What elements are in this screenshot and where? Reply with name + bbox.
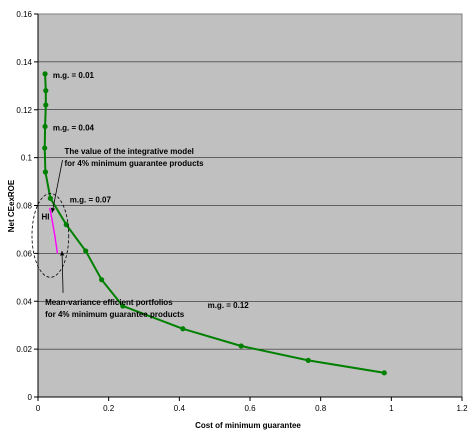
callout-1-line-1: for 4% minimum guarantee products xyxy=(45,310,185,319)
series-0-point-10 xyxy=(120,303,126,309)
y-tick-label-5: 0.1 xyxy=(21,154,33,163)
gridlines xyxy=(38,61,462,350)
axes xyxy=(34,13,463,401)
series xyxy=(42,71,387,376)
series-0-point-13 xyxy=(305,357,311,363)
y-tick-label-4: 0.08 xyxy=(16,202,32,211)
tick-labels: 0 0.02 0.04 0.06 0.08 0.1 0.12 0.14 0.16 0 0.2 0.4 0… xyxy=(16,10,468,413)
annotation-0: m.g. = 0.01 xyxy=(53,71,95,80)
x-tick-label-6: 1.2 xyxy=(456,404,468,413)
series-1-line xyxy=(49,207,59,254)
x-tick-label-3: 0.6 xyxy=(244,404,256,413)
series-0-point-0 xyxy=(42,71,48,77)
annotation-2: m.g. = 0.07 xyxy=(70,196,112,205)
x-axis-title: Cost of minimum guarantee xyxy=(195,421,301,430)
y-axis-title: Net CEexROE xyxy=(7,179,16,232)
series-0-point-7 xyxy=(63,222,69,228)
series-0-point-12 xyxy=(238,343,244,349)
callout-0-line-1: for 4% minimum guarantee products xyxy=(65,159,205,168)
callout-1-line-0: Mean-variance efficient portfolios xyxy=(45,298,173,307)
annotation-4: HI xyxy=(42,212,50,221)
series-0-point-8 xyxy=(83,248,89,254)
series-0-point-14 xyxy=(381,370,387,376)
x-tick-label-1: 0.2 xyxy=(103,404,115,413)
series-0-point-3 xyxy=(42,123,48,130)
x-tick-label-2: 0.4 xyxy=(174,404,186,413)
x-tick-label-4: 0.8 xyxy=(315,404,327,413)
annotation-3: m.g. = 0.12 xyxy=(208,301,250,310)
y-tick-label-6: 0.12 xyxy=(16,106,32,115)
callout-0-arrow xyxy=(51,159,63,213)
callout-0-arrowhead xyxy=(50,207,56,213)
callout-0-line-0: The value of the integrative model xyxy=(65,147,194,156)
x-tick-label-5: 1 xyxy=(389,404,394,413)
y-tick-label-1: 0.02 xyxy=(16,345,32,354)
series-0-point-9 xyxy=(99,277,105,283)
y-tick-label-0: 0 xyxy=(28,393,33,402)
annotation-1: m.g. = 0.04 xyxy=(53,124,95,133)
y-tick-label-3: 0.06 xyxy=(16,249,32,258)
series-0-point-2 xyxy=(43,102,49,108)
y-tick-label-7: 0.14 xyxy=(16,58,32,67)
series-0-point-5 xyxy=(42,169,49,175)
highlight-ellipse xyxy=(31,193,70,278)
series-0-point-6 xyxy=(47,195,53,201)
callout-1-arrow xyxy=(61,250,64,293)
y-tick-label-8: 0.16 xyxy=(16,10,32,19)
callout-1-arrowhead xyxy=(60,251,65,256)
y-tick-label-2: 0.04 xyxy=(16,297,32,306)
annotations: m.g. = 0.01 m.g. = 0.04 m.g. = 0.07 m.g. = … xyxy=(31,71,250,319)
x-tick-label-0: 0 xyxy=(36,404,41,413)
series-0-point-4 xyxy=(42,145,48,151)
series-0-point-11 xyxy=(180,326,186,332)
series-0-point-1 xyxy=(43,88,49,94)
